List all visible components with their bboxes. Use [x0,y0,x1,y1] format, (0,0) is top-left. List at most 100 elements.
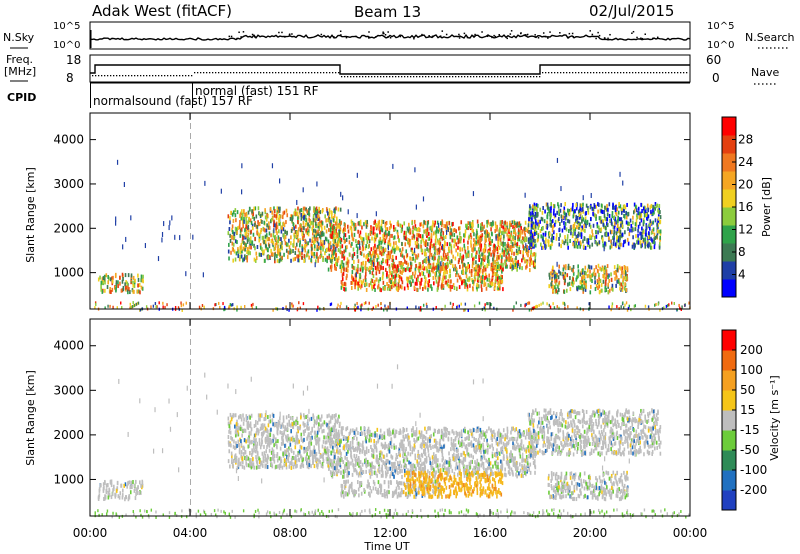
echo-cell [258,465,261,470]
nave-dot [158,75,160,77]
echo-cell [264,228,266,233]
echo-cell [329,233,332,238]
echo-cell [473,256,475,261]
echo-cell [315,216,317,221]
echo-cell [258,456,260,461]
echo-cell [278,221,281,226]
colorbar-tick-label: 28 [738,133,753,147]
echo-cell [626,237,629,242]
echo-cell [263,220,266,225]
echo-cell [518,246,520,251]
echo-cell [301,236,304,241]
echo-cell [431,227,434,232]
echo-cell [435,279,438,284]
echo-cell [463,262,466,267]
echo-cell [585,280,587,285]
echo-cell [436,238,439,243]
echo-cell [659,215,662,220]
echo-cell [545,202,548,207]
echo-cell [283,223,286,228]
echo-cell [287,436,290,441]
echo-cell [619,286,621,291]
echo-cell [327,423,329,428]
echo-cell [545,244,547,249]
echo-cell [524,233,526,238]
echo-cell [104,479,106,484]
echo-cell [562,272,564,277]
echo-cell [615,204,617,209]
echo-cell [311,226,313,231]
echo-cell [467,250,470,255]
echo-cell [414,281,417,286]
echo-cell [553,230,555,235]
echo-cell [613,205,615,210]
echo-cell [450,245,453,250]
noise-dot [368,37,370,39]
echo-cell [326,218,328,223]
scatter-cell [619,171,621,177]
echo-cell [616,207,618,212]
echo-cell [505,250,508,255]
echo-cell [567,282,569,287]
echo-cell [504,222,506,227]
echo-cell [296,211,299,216]
clutter-cell [135,302,138,306]
clutter-cell [250,303,253,307]
echo-cell [519,265,521,270]
echo-cell [563,220,565,225]
echo-cell [395,255,397,260]
echo-cell [243,438,246,443]
echo-cell [503,250,505,255]
echo-cell [648,222,651,227]
nave-dot [686,72,688,74]
echo-cell [295,458,298,463]
echo-cell [240,427,243,432]
echo-cell [550,284,553,289]
echo-cell [367,236,370,241]
clutter-cell [487,302,489,306]
echo-cell [472,229,475,234]
noise-dot [399,35,402,38]
echo-cell [483,268,485,273]
echo-cell [394,276,396,281]
echo-cell [240,242,243,247]
echo-cell [407,237,410,242]
echo-cell [477,235,479,240]
echo-cell [649,242,652,247]
echo-cell [332,218,335,223]
echo-cell [345,276,348,281]
nave-dot [236,72,238,74]
echo-cell [468,234,471,239]
echo-cell [256,427,258,432]
echo-cell [400,229,403,234]
echo-cell [270,238,273,243]
echo-cell [302,215,305,220]
echo-cell [299,224,301,229]
nave-dot [599,72,601,74]
echo-cell [403,286,406,291]
echo-cell [587,208,589,213]
echo-cell [371,285,373,290]
echo-cell [484,245,486,250]
echo-cell [480,226,483,231]
echo-cell [348,252,351,257]
echo-cell [102,482,105,487]
echo-cell [314,229,317,234]
echo-cell [306,209,308,214]
echo-cell [370,253,373,258]
echo-cell [241,209,243,214]
noise-dot [636,36,638,39]
echo-cell [586,238,589,243]
echo-cell [581,270,584,275]
echo-cell [386,271,388,276]
echo-cell [277,239,279,244]
echo-cell [548,232,551,237]
echo-cell [641,208,643,213]
echo-cell [249,218,252,223]
echo-cell [331,257,334,262]
nave-dot [128,75,130,77]
echo-cell [489,283,491,288]
echo-cell [505,248,507,253]
echo-cell [301,248,304,253]
echo-cell [595,204,598,209]
